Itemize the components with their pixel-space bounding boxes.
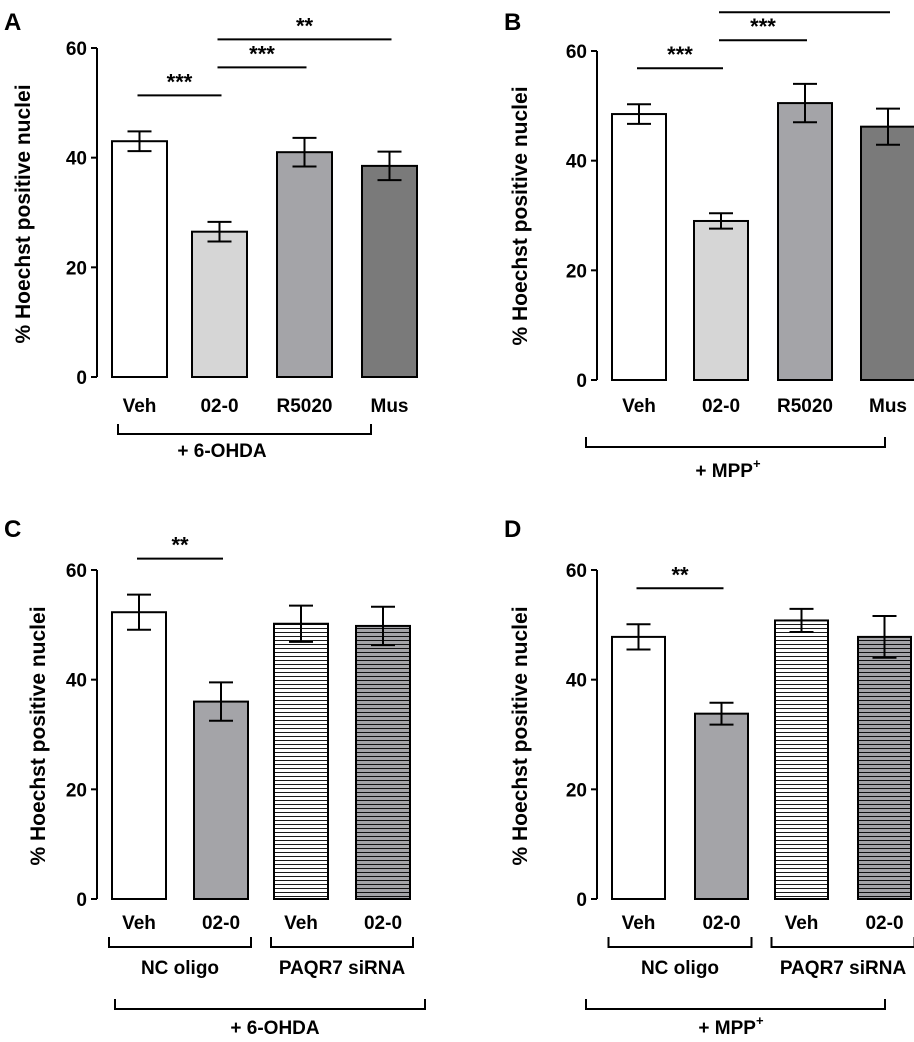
bar bbox=[694, 712, 749, 900]
y-axis-title: % Hoechst positive nuclei bbox=[509, 86, 532, 345]
y-tick-label: 20 bbox=[566, 780, 587, 801]
y-axis-title: % Hoechst positive nuclei bbox=[27, 606, 50, 865]
y-axis-title: % Hoechst positive nuclei bbox=[12, 84, 35, 343]
significance-stars: ** bbox=[171, 533, 189, 558]
y-tick-label: 20 bbox=[66, 780, 87, 801]
treatment-bracket bbox=[114, 999, 426, 1010]
panel-label: D bbox=[504, 516, 521, 543]
bar bbox=[774, 619, 829, 900]
y-tick-label: 20 bbox=[66, 258, 87, 279]
treatment-bracket bbox=[585, 999, 886, 1010]
x-tick-label: 02-0 bbox=[702, 913, 740, 934]
treatment-text: + 6-OHDA bbox=[177, 441, 266, 462]
panel-label: B bbox=[504, 9, 521, 36]
bar bbox=[777, 102, 833, 381]
y-tick-label: 0 bbox=[76, 368, 87, 389]
y-tick-label: 20 bbox=[566, 261, 587, 282]
panel-b: B 0 20 40 60 % Hoechst positive nuclei Veh 02-0… bbox=[504, 0, 914, 482]
significance-stars: ** bbox=[296, 13, 314, 38]
y-tick-label: 0 bbox=[76, 890, 87, 911]
significance-stars: *** bbox=[667, 42, 693, 67]
x-tick-label: Mus bbox=[371, 396, 409, 417]
panel-a: A 0 20 40 60 % Hoechst positive nuclei Veh 02-0… bbox=[4, 9, 418, 462]
bar bbox=[191, 230, 248, 378]
panel-label: C bbox=[4, 516, 21, 543]
treatment-bracket bbox=[585, 437, 886, 448]
y-tick-label: 60 bbox=[566, 561, 587, 582]
bar bbox=[611, 635, 666, 900]
bar bbox=[273, 622, 329, 901]
treatment-text: + MPP bbox=[698, 1018, 756, 1039]
treatment-label: + MPP+ bbox=[695, 456, 761, 482]
panel-d: D 0 20 40 60 % Hoechst positive nuclei Veh 02-0… bbox=[504, 516, 914, 1039]
significance-stars: *** bbox=[792, 0, 818, 11]
treatment-text: + MPP bbox=[695, 461, 753, 482]
group-bracket bbox=[270, 937, 414, 948]
group-label: NC oligo bbox=[141, 958, 219, 979]
x-tick-label: Mus bbox=[869, 396, 907, 417]
treatment-label: + 6-OHDA bbox=[230, 1018, 319, 1039]
significance-stars: *** bbox=[249, 41, 275, 66]
significance-stars: *** bbox=[167, 69, 193, 94]
significance-stars: *** bbox=[750, 14, 776, 39]
x-tick-label: Veh bbox=[785, 913, 819, 934]
x-tick-label: 02-0 bbox=[865, 913, 903, 934]
group-label: PAQR7 siRNA bbox=[780, 958, 907, 979]
bar bbox=[693, 219, 749, 381]
group-bracket bbox=[770, 937, 914, 948]
x-tick-label: Veh bbox=[123, 396, 157, 417]
bar bbox=[857, 635, 912, 900]
treatment-superscript: + bbox=[756, 1013, 764, 1028]
x-tick-label: Veh bbox=[622, 396, 656, 417]
x-tick-label: R5020 bbox=[277, 396, 333, 417]
panel-c: C 0 20 40 60 % Hoechst positive nuclei Veh 02-0… bbox=[4, 516, 426, 1039]
panels-group: A 0 20 40 60 % Hoechst positive nuclei Veh 02-0… bbox=[4, 0, 914, 1039]
x-tick-label: 02-0 bbox=[364, 913, 402, 934]
y-tick-label: 40 bbox=[66, 671, 87, 692]
x-tick-label: 02-0 bbox=[202, 913, 240, 934]
y-tick-label: 40 bbox=[66, 149, 87, 170]
y-tick-label: 0 bbox=[576, 890, 587, 911]
x-tick-label: Veh bbox=[284, 913, 318, 934]
y-tick-label: 60 bbox=[66, 39, 87, 60]
panel-label: A bbox=[4, 9, 21, 36]
treatment-bracket bbox=[117, 424, 372, 435]
x-tick-label: R5020 bbox=[777, 396, 833, 417]
bar bbox=[611, 113, 667, 382]
bar bbox=[361, 164, 418, 378]
bar bbox=[355, 624, 411, 900]
bar bbox=[111, 140, 168, 378]
bar bbox=[193, 700, 249, 900]
bar bbox=[276, 151, 333, 378]
y-tick-label: 60 bbox=[66, 561, 87, 582]
group-bracket bbox=[108, 937, 252, 948]
bar bbox=[860, 125, 914, 381]
treatment-text: + 6-OHDA bbox=[230, 1018, 319, 1039]
x-tick-label: 02-0 bbox=[702, 396, 740, 417]
y-tick-label: 0 bbox=[576, 371, 587, 392]
treatment-label: + MPP+ bbox=[698, 1013, 764, 1039]
bar bbox=[111, 611, 167, 900]
group-label: PAQR7 siRNA bbox=[279, 958, 406, 979]
treatment-superscript: + bbox=[753, 456, 761, 471]
y-tick-label: 60 bbox=[566, 42, 587, 63]
y-axis-title: % Hoechst positive nuclei bbox=[509, 606, 532, 865]
y-tick-label: 40 bbox=[566, 152, 587, 173]
y-tick-label: 40 bbox=[566, 671, 587, 692]
group-label: NC oligo bbox=[641, 958, 719, 979]
treatment-label: + 6-OHDA bbox=[177, 441, 266, 462]
group-bracket bbox=[607, 937, 753, 948]
significance-stars: ** bbox=[671, 562, 689, 587]
x-tick-label: Veh bbox=[622, 913, 656, 934]
x-tick-label: Veh bbox=[122, 913, 156, 934]
x-tick-label: 02-0 bbox=[200, 396, 238, 417]
